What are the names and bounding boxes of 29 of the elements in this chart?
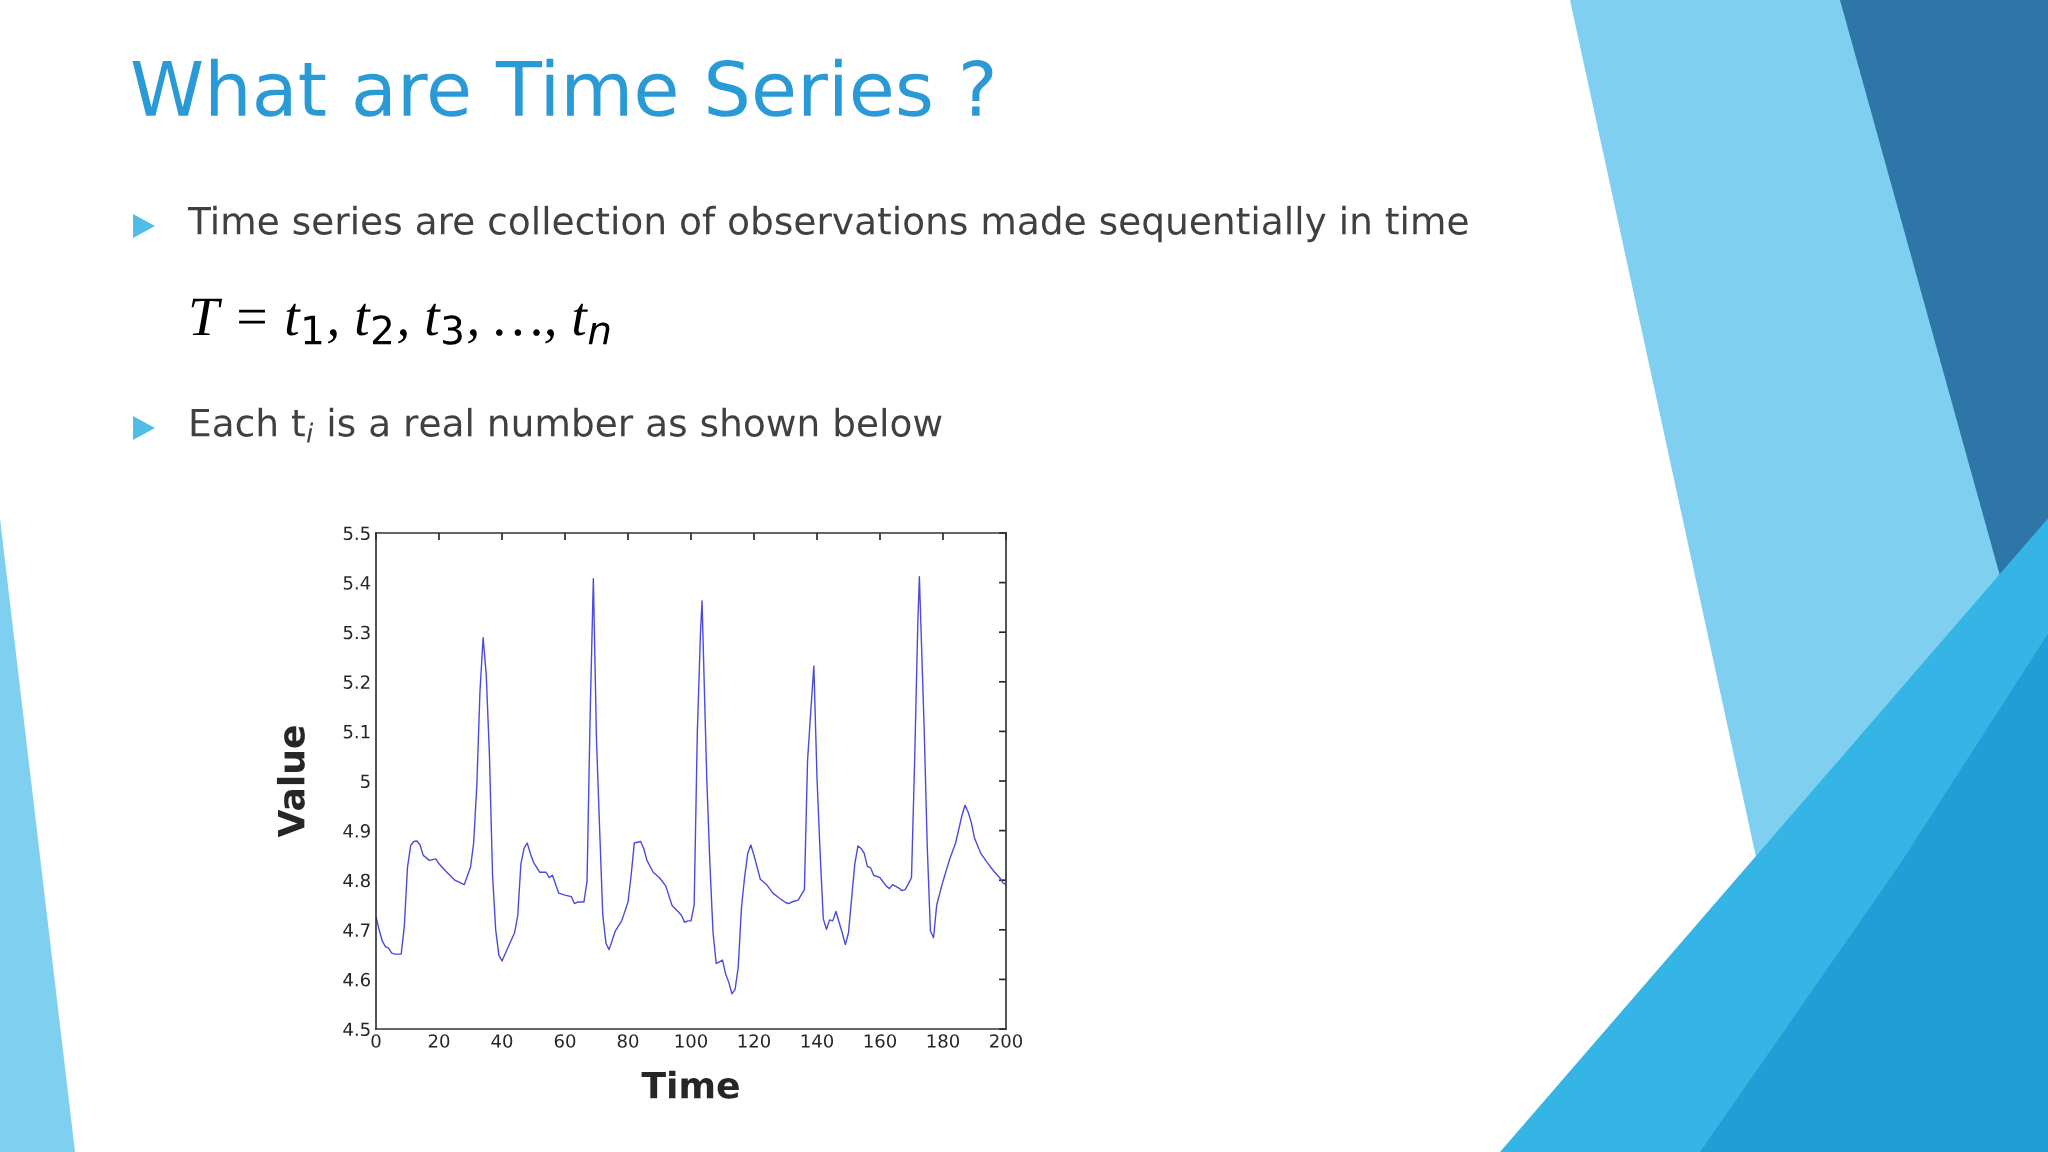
y-tick-label: 5.4 [343,576,371,590]
y-tick-label: 5.2 [343,675,370,689]
x-tick-label: 120 [738,1034,771,1048]
x-tick-label: 180 [927,1034,960,1048]
y-tick-label: 5.3 [343,625,370,640]
line-series [376,575,1006,995]
text: Each t$_{i}$ is a real number as shown below [191,407,942,443]
x-tick-label: 200 [990,1034,1023,1048]
x-tick-label: 40 [491,1034,513,1048]
y-axis-title: Value [276,726,305,838]
y-tick-label: 4.9 [343,824,370,838]
x-tick-label: 60 [554,1034,576,1048]
x-tick-label: 0 [371,1034,381,1048]
x-tick-label: 20 [428,1034,450,1048]
x-axis-title: Time [641,1070,739,1099]
y-tick-label: 4.5 [343,1022,370,1037]
y-tick-label: 4.6 [343,972,370,987]
y-tick-label: 5.1 [343,725,370,739]
y-tick-label: 5 [361,774,370,789]
y-tick-label: 4.7 [343,923,370,937]
y-tick-label: 4.8 [343,873,370,888]
x-tick-label: 80 [617,1034,639,1048]
x-tick-label: 140 [801,1034,834,1048]
text: Time series are collection of observations made sequentially in time [187,205,1468,243]
x-tick-label: 100 [675,1034,708,1048]
x-tick-label: 160 [864,1034,897,1048]
text: T = t$_{1}$, t$_{2}$, t$_{3}$, …, t$_{n}$ [191,298,610,345]
chart-title: What are Time Series ? [132,58,993,117]
y-tick-label: 5.5 [343,526,370,541]
